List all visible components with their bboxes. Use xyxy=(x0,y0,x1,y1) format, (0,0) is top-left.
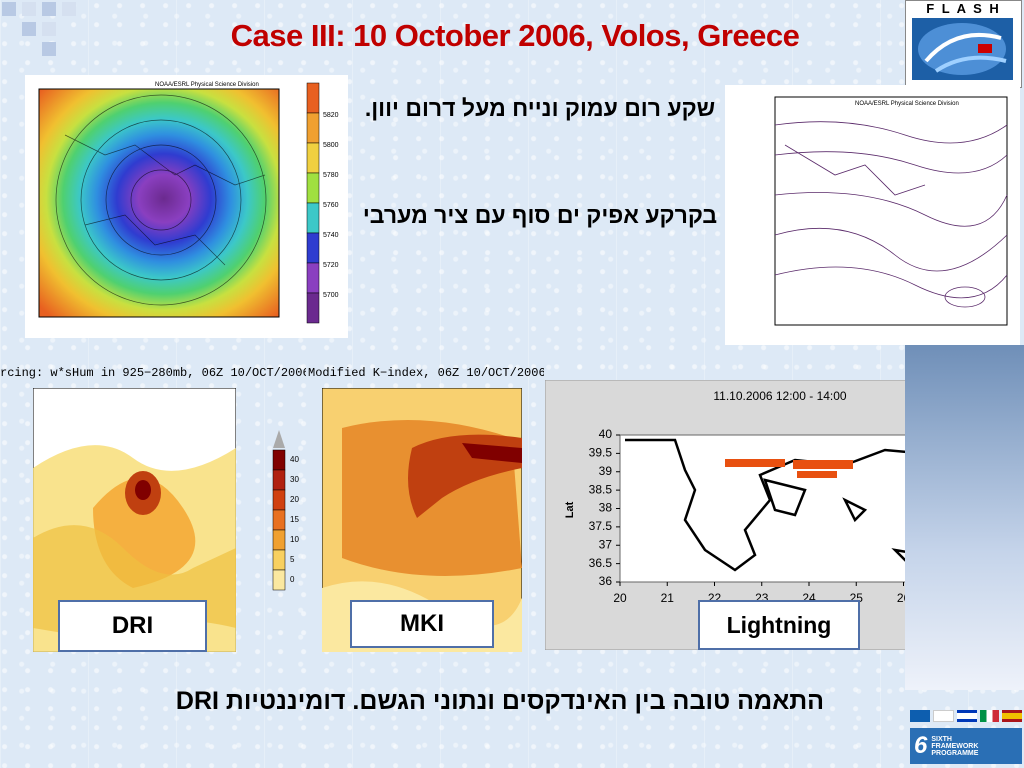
colorbar-arrow xyxy=(273,430,285,448)
lightning-strikes xyxy=(725,459,853,478)
colorbar-label: 0 xyxy=(290,575,295,584)
text-block: שקע רום עמוק ונייח מעל דרום יוון. xyxy=(364,95,716,121)
x-tick-label: 20 xyxy=(613,591,627,605)
y-tick-label: 36.5 xyxy=(589,556,613,570)
colorbar-label: 40 xyxy=(290,455,299,464)
colorbar-label: 20 xyxy=(290,495,299,504)
storm-photo xyxy=(905,345,1024,690)
pressure-map: NOAA/ESRL Physical Science Division xyxy=(725,85,1020,345)
y-tick-label: 37.5 xyxy=(589,519,613,533)
colorbar-swatch xyxy=(306,112,320,144)
height-map-graphic: NOAA/ESRL Physical Science Division 5820… xyxy=(38,82,339,324)
colorbar-swatch xyxy=(272,529,286,551)
height-map: NOAA/ESRL Physical Science Division 5820… xyxy=(25,75,348,338)
dri-label: DRI xyxy=(58,600,207,652)
colorbar-swatch xyxy=(272,489,286,511)
colorbar-label: 5780 xyxy=(323,172,339,179)
colorbar-swatch xyxy=(306,82,320,114)
text-block: בקרקע אפיק ים סוף עם ציר מערבי xyxy=(362,202,718,228)
colorbar-swatch xyxy=(272,469,286,491)
corner-decoration xyxy=(2,2,76,56)
fp6-logo: 6 SIXTH FRAMEWORK PROGRAMME xyxy=(910,728,1022,764)
lightning-title: 11.10.2006 12:00 - 14:00 xyxy=(713,389,847,403)
logo-text: F L A S H xyxy=(926,1,1001,16)
y-tick-label: 39 xyxy=(599,464,613,478)
flash-logo: F L A S H xyxy=(905,0,1022,88)
colorbar-label: 5720 xyxy=(323,262,339,269)
colorbar-swatch xyxy=(306,202,320,234)
colorbar-swatch xyxy=(272,569,286,591)
colorbar-label: 5760 xyxy=(323,202,339,209)
y-tick-label: 38.5 xyxy=(589,482,613,496)
dri-title: rcing: w*sHum in 925−280mb, 06Z 10/OCT/2… xyxy=(0,366,306,380)
y-tick-label: 40 xyxy=(599,427,613,441)
colorbar-label: 5820 xyxy=(323,112,339,119)
colorbar-swatch xyxy=(306,232,320,264)
mki-label: MKI xyxy=(350,600,494,648)
y-tick-label: 37 xyxy=(599,537,613,551)
colorbar-label: 5740 xyxy=(323,232,339,239)
colorbar-label: 5800 xyxy=(323,142,339,149)
colorbar-swatch xyxy=(272,549,286,571)
colorbar-label: 5 xyxy=(290,555,295,564)
colorbar-swatch xyxy=(272,449,286,471)
colorbar-label: 10 xyxy=(290,535,299,544)
dri-colorbar: 40 30 20 15 10 5 0 xyxy=(272,430,299,591)
colorbar-label: 30 xyxy=(290,475,299,484)
lightning-label: Lightning xyxy=(698,600,860,650)
footer-text: התאמה טובה בין האינדקסים ונתוני הגשם. דו… xyxy=(175,687,825,715)
colorbar-swatch xyxy=(306,172,320,204)
logo-graphic xyxy=(912,18,1013,80)
colorbar-swatch xyxy=(306,292,320,324)
map-source: NOAA/ESRL Physical Science Division xyxy=(155,82,259,88)
flags xyxy=(910,710,1022,722)
program-text: SIXTH FRAMEWORK PROGRAMME xyxy=(931,735,979,757)
slide-title: Case III: 10 October 2006, Volos, Greece xyxy=(230,18,800,53)
map-source: NOAA/ESRL Physical Science Division xyxy=(855,101,959,107)
x-tick-label: 21 xyxy=(661,591,675,605)
colorbar-swatch xyxy=(306,262,320,294)
y-axis-label: Lat xyxy=(564,501,576,518)
y-tick-label: 39.5 xyxy=(589,446,613,460)
mki-title: Modified K−index, 06Z 10/OCT/2006 xyxy=(308,366,544,380)
colorbar-label: 5700 xyxy=(323,292,339,299)
colorbar-label: 15 xyxy=(290,515,299,524)
y-tick-label: 38 xyxy=(599,501,613,515)
colorbar-swatch xyxy=(272,509,286,531)
y-tick-label: 36 xyxy=(599,574,613,588)
pressure-map-graphic: NOAA/ESRL Physical Science Division xyxy=(774,96,1008,326)
colorbar-swatch xyxy=(306,142,320,174)
